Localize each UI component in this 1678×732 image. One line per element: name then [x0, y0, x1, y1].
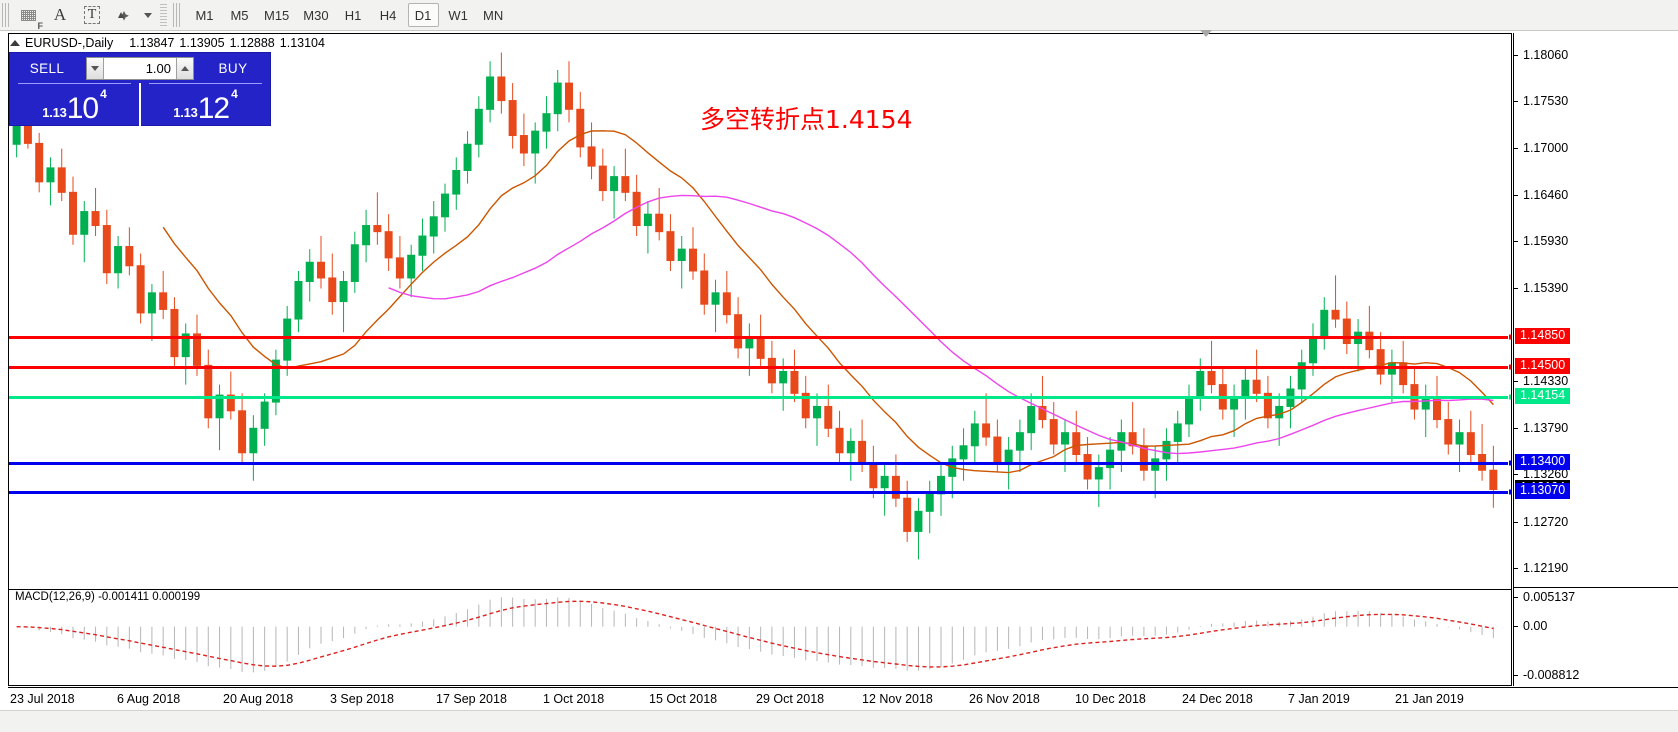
price-tick-1.15930: 1.15930	[1514, 234, 1568, 248]
buy-price-display[interactable]: 1.13 12 4	[139, 83, 270, 126]
level-tag-1.13400[interactable]: 1.13400	[1515, 454, 1571, 471]
trade-panel-price-row: 1.13 10 4 1.13 12 4	[10, 83, 270, 126]
date-tick-11: 24 Dec 2018	[1182, 692, 1253, 706]
price-axis[interactable]: 1.18060 1.17530 1.17000 1.16460 1.15930 1.153…	[1513, 33, 1678, 686]
sell-price-display[interactable]: 1.13 10 4	[10, 83, 139, 126]
volume-stepper[interactable]: 1.00	[86, 56, 194, 80]
sell-button[interactable]: SELL	[29, 60, 65, 76]
ohlc-close: 1.13104	[279, 36, 325, 50]
status-bar	[0, 710, 1678, 732]
symbol-name: EURUSD-,Daily	[25, 36, 114, 50]
date-tick-8: 12 Nov 2018	[862, 692, 933, 706]
level-line-handle[interactable]	[1508, 363, 1511, 371]
level-tag-1.13070[interactable]: 1.13070	[1515, 483, 1571, 500]
chart-frame: MACD(12,26,9) -0.001411 0.000199	[8, 33, 1512, 686]
level-line-bar	[9, 396, 1511, 400]
level-line-handle[interactable]	[1508, 333, 1511, 341]
timeframe-group: M1 M5 M15 M30 H1 H4 D1 W1 MN	[187, 3, 511, 27]
date-tick-0: 23 Jul 2018	[10, 692, 75, 706]
price-tick-1.13790: 1.13790	[1514, 421, 1568, 435]
timeframe-m5[interactable]: M5	[230, 7, 249, 23]
sell-price-fraction: 4	[100, 87, 107, 101]
timeframe-h4[interactable]: H4	[379, 7, 397, 23]
price-tick-1.14330: 1.14330	[1514, 374, 1568, 388]
buy-button[interactable]: BUY	[218, 60, 248, 76]
date-tick-4: 17 Sep 2018	[436, 692, 507, 706]
level-line-handle[interactable]	[1508, 488, 1511, 496]
date-tick-5: 1 Oct 2018	[543, 692, 605, 706]
level-line-bar	[9, 462, 1511, 466]
ohlc-open: 1.13847	[129, 36, 175, 50]
price-pane[interactable]	[9, 34, 1511, 587]
volume-decrement-button[interactable]	[87, 57, 104, 79]
level-line-bar	[9, 366, 1511, 370]
level-tag-1.14154[interactable]: 1.14154	[1515, 388, 1571, 405]
chart-annotation-text[interactable]: 多空转折点1.4154	[700, 105, 913, 134]
ohlc-high: 1.13905	[179, 36, 225, 50]
macd-indicator-label: MACD(12,26,9) -0.001411 0.000199	[15, 591, 201, 603]
timeframe-mn[interactable]: MN	[482, 7, 504, 23]
timeframe-m1[interactable]: M1	[195, 7, 214, 23]
one-click-trading-panel: SELL 1.00 BUY 1.13 10 4 1.13 12 4	[9, 52, 271, 126]
text-label-icon[interactable]: T	[77, 2, 107, 28]
volume-input[interactable]: 1.00	[104, 57, 176, 79]
buy-price-main: 12	[197, 92, 230, 125]
axis-pane-divider	[1514, 587, 1678, 588]
date-tick-2: 20 Aug 2018	[223, 692, 294, 706]
toolbar: F A T M1 M5 M15 M30 H1 H4 D1 W1 MN	[0, 0, 1678, 31]
level-tag-1.14500[interactable]: 1.14500	[1515, 358, 1571, 375]
chart-shift-marker[interactable]	[1200, 30, 1212, 37]
timeframe-w1[interactable]: W1	[448, 7, 468, 23]
toolbar-grip-2[interactable]	[173, 3, 180, 27]
macd-chart-svg	[16, 597, 1494, 673]
volume-increment-button[interactable]	[176, 57, 193, 79]
date-tick-13: 21 Jan 2019	[1395, 692, 1464, 706]
buy-price-prefix: 1.13	[173, 105, 198, 120]
collapse-triangle-icon[interactable]	[10, 40, 20, 46]
price-tick-1.13260: 1.13260	[1514, 467, 1568, 481]
objects-icon[interactable]	[109, 2, 139, 28]
buy-price-fraction: 4	[231, 87, 238, 101]
macd-pane[interactable]: MACD(12,26,9) -0.001411 0.000199	[9, 589, 1511, 685]
macd-tick-1: 0.00	[1514, 619, 1547, 633]
price-tick-1.17530: 1.17530	[1514, 94, 1568, 108]
price-tick-1.12720: 1.12720	[1514, 515, 1568, 529]
sell-price-main: 10	[66, 92, 99, 125]
date-tick-12: 7 Jan 2019	[1288, 692, 1350, 706]
timeframe-h1[interactable]: H1	[344, 7, 362, 23]
level-line-bar	[9, 335, 1511, 339]
crosshair-f-icon[interactable]: F	[13, 2, 43, 31]
objects-dropdown-icon[interactable]	[141, 2, 155, 28]
timeframe-m15[interactable]: M15	[264, 7, 290, 23]
price-tick-1.18060: 1.18060	[1514, 48, 1568, 62]
price-tick-1.17000: 1.17000	[1514, 141, 1568, 155]
date-tick-6: 15 Oct 2018	[649, 692, 718, 706]
level-line-handle[interactable]	[1508, 393, 1511, 401]
text-a-icon[interactable]: A	[53, 5, 67, 24]
macd-tick-0: 0.005137	[1514, 590, 1575, 604]
level-tag-1.14850[interactable]: 1.14850	[1515, 327, 1571, 344]
symbol-header: EURUSD-,Daily 1.13847 1.13905 1.12888 1.…	[10, 36, 325, 50]
date-tick-7: 29 Oct 2018	[756, 692, 825, 706]
price-tick-1.16460: 1.16460	[1514, 188, 1568, 202]
date-tick-3: 3 Sep 2018	[330, 692, 394, 706]
toolbar-separator	[160, 4, 167, 26]
price-tick-1.15390: 1.15390	[1514, 281, 1568, 295]
level-line-handle[interactable]	[1508, 459, 1511, 467]
level-line-bar	[9, 491, 1511, 495]
time-axis[interactable]: 23 Jul 2018 6 Aug 2018 20 Aug 2018 3 Sep 20…	[8, 687, 1678, 709]
date-tick-1: 6 Aug 2018	[117, 692, 181, 706]
sell-price-prefix: 1.13	[42, 105, 67, 120]
timeframe-d1[interactable]: D1	[407, 3, 439, 27]
ohlc-low: 1.12888	[229, 36, 275, 50]
date-tick-9: 26 Nov 2018	[969, 692, 1040, 706]
trade-panel-top-row: SELL 1.00 BUY	[10, 53, 270, 83]
macd-tick-2: -0.008812	[1514, 668, 1579, 682]
price-tick-1.12190: 1.12190	[1514, 561, 1568, 575]
timeframe-m30[interactable]: M30	[303, 7, 329, 23]
date-tick-10: 10 Dec 2018	[1075, 692, 1146, 706]
toolbar-grip-1[interactable]	[2, 3, 9, 27]
